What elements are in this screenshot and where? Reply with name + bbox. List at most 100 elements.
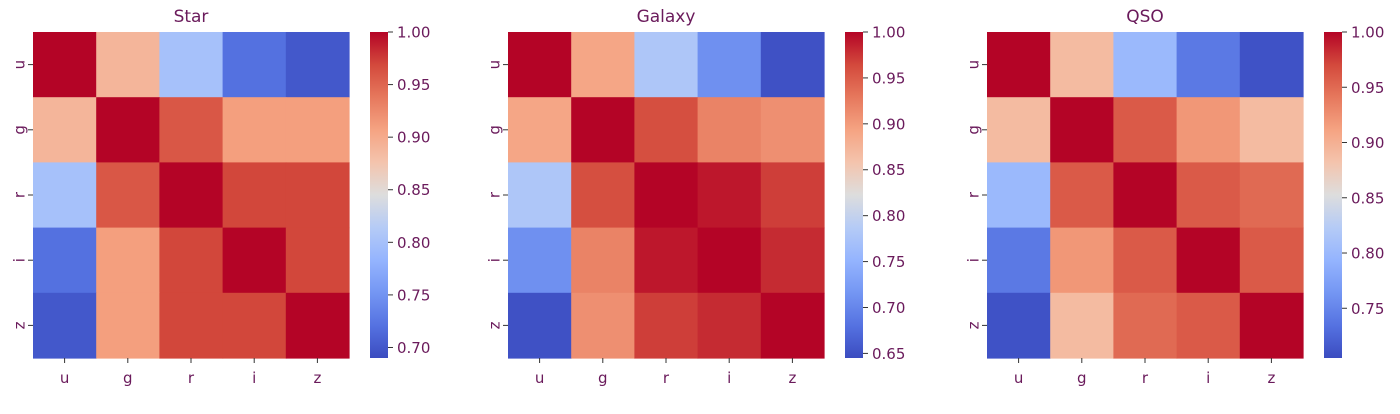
heatmap-cell-g-u xyxy=(508,97,572,163)
colorbar-tick-label: 1.00 xyxy=(1351,24,1384,42)
x-tick-label: g xyxy=(123,369,133,387)
heatmap-cell-i-g xyxy=(571,227,635,294)
x-tick-label: z xyxy=(313,369,321,387)
heatmap-cell-i-i xyxy=(697,227,762,294)
heatmap-cell-u-u xyxy=(987,32,1051,98)
y-tick-label: u xyxy=(11,60,29,70)
colorbar-tick-label: 0.85 xyxy=(1351,189,1384,207)
heatmap-cell-r-u xyxy=(508,162,572,229)
heatmap-cell-r-r xyxy=(1113,162,1178,229)
heatmap-cell-i-u xyxy=(33,227,97,294)
x-tick-label: u xyxy=(1014,369,1024,387)
heatmap-cell-u-i xyxy=(1176,32,1241,98)
heatmap-cell-u-z xyxy=(760,32,825,98)
chart-title: Galaxy xyxy=(637,7,696,27)
heatmap-cell-z-g xyxy=(571,292,635,359)
heatmap-cell-g-r xyxy=(159,97,224,163)
heatmap-cell-i-z xyxy=(285,227,350,294)
colorbar-tick-label: 0.90 xyxy=(1351,134,1384,152)
heatmap-cell-g-r xyxy=(1113,97,1178,163)
heatmap-cell-r-u xyxy=(33,162,97,229)
colorbar-tick-label: 0.80 xyxy=(1351,245,1384,263)
heatmap-cell-z-r xyxy=(159,292,224,359)
colorbar-tick-label: 0.70 xyxy=(397,339,430,357)
colorbar-tick-label: 0.95 xyxy=(397,76,430,94)
colorbar-tick-label: 0.95 xyxy=(1351,79,1384,97)
heatmap-cell-g-z xyxy=(285,97,350,163)
heatmap-cell-z-i xyxy=(1176,292,1241,359)
heatmap-cell-z-r xyxy=(634,292,699,359)
heatmap-cell-g-u xyxy=(33,97,97,163)
x-tick-label: i xyxy=(727,369,731,387)
heatmap-cell-g-g xyxy=(1050,97,1114,163)
heatmap-cell-u-g xyxy=(1050,32,1114,98)
heatmap-cell-r-r xyxy=(634,162,699,229)
y-tick-label: g xyxy=(11,125,29,135)
x-tick-label: i xyxy=(1206,369,1210,387)
heatmap-cell-r-z xyxy=(760,162,825,229)
heatmap-cell-u-i xyxy=(697,32,762,98)
heatmap-cell-i-r xyxy=(159,227,224,294)
heatmap-cell-z-u xyxy=(508,292,572,359)
x-tick-label: u xyxy=(60,369,70,387)
heatmap-cell-i-g xyxy=(96,227,160,294)
heatmap-cell-u-g xyxy=(571,32,635,98)
colorbar-tick-label: 0.65 xyxy=(872,345,905,363)
x-tick-label: g xyxy=(598,369,608,387)
x-tick-label: u xyxy=(535,369,545,387)
colorbar-tick-label: 0.85 xyxy=(872,161,905,179)
colorbar-tick-label: 0.80 xyxy=(397,234,430,252)
colorbar-tick-label: 0.95 xyxy=(872,69,905,87)
colorbar-tick-label: 0.75 xyxy=(872,253,905,271)
heatmap-cell-u-r xyxy=(1113,32,1178,98)
chart-title: Star xyxy=(174,7,209,27)
heatmap-cell-z-r xyxy=(1113,292,1178,359)
colorbar-tick-label: 1.00 xyxy=(397,24,430,42)
heatmap-cell-i-r xyxy=(634,227,699,294)
heatmap-cell-r-g xyxy=(1050,162,1114,229)
heatmap-cell-r-i xyxy=(697,162,762,229)
y-tick-label: i xyxy=(965,258,983,262)
heatmap-cell-z-u xyxy=(33,292,97,359)
heatmap-cell-g-i xyxy=(1176,97,1241,163)
x-tick-label: r xyxy=(663,369,670,387)
x-tick-label: i xyxy=(252,369,256,387)
heatmap-cell-r-g xyxy=(571,162,635,229)
y-tick-label: u xyxy=(965,60,983,70)
y-tick-label: r xyxy=(965,191,983,198)
heatmap-cell-g-g xyxy=(96,97,160,163)
colorbar-tick-label: 0.90 xyxy=(872,115,905,133)
x-tick-label: r xyxy=(1142,369,1149,387)
x-tick-label: g xyxy=(1077,369,1087,387)
chart-title: QSO xyxy=(1126,7,1164,27)
heatmap-cell-u-r xyxy=(159,32,224,98)
heatmap-cell-r-u xyxy=(987,162,1051,229)
x-tick-label: z xyxy=(1267,369,1275,387)
heatmap-cell-u-g xyxy=(96,32,160,98)
y-tick-label: z xyxy=(11,321,29,329)
colorbar-tick-label: 0.70 xyxy=(872,299,905,317)
y-tick-label: i xyxy=(11,258,29,262)
heatmap-cell-z-u xyxy=(987,292,1051,359)
heatmap-cell-i-i xyxy=(222,227,287,294)
colorbar xyxy=(845,32,863,358)
colorbar-tick-label: 0.90 xyxy=(397,129,430,147)
x-tick-label: z xyxy=(788,369,796,387)
y-tick-label: r xyxy=(11,191,29,198)
colorbar-tick-label: 0.85 xyxy=(397,181,430,199)
heatmap-cell-i-z xyxy=(1239,227,1304,294)
heatmap-cell-r-r xyxy=(159,162,224,229)
y-tick-label: u xyxy=(486,60,504,70)
heatmap-cell-r-g xyxy=(96,162,160,229)
heatmap-cell-z-z xyxy=(760,292,825,359)
heatmap-cell-g-u xyxy=(987,97,1051,163)
heatmap-panel-qso: QSO u g r i z u g r i z 0.75 0.80 0.85 0.90 0.95 1.00 xyxy=(965,7,1385,387)
heatmap-cell-i-z xyxy=(760,227,825,294)
heatmap-cell-g-g xyxy=(571,97,635,163)
heatmap-cell-g-i xyxy=(697,97,762,163)
heatmap-cell-z-g xyxy=(96,292,160,359)
heatmap-cell-i-u xyxy=(508,227,572,294)
colorbar xyxy=(370,32,388,358)
heatmap-cell-u-z xyxy=(285,32,350,98)
